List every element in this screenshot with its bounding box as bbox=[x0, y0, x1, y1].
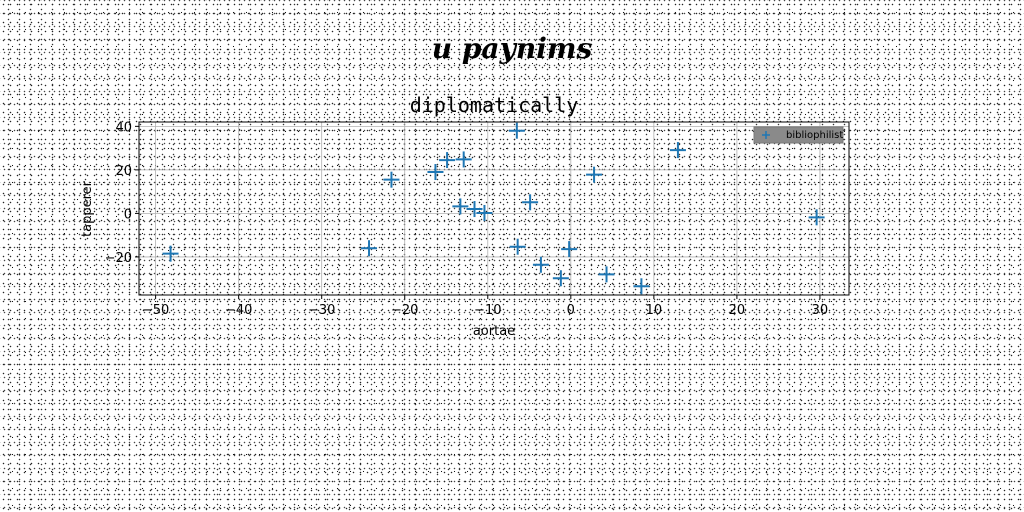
scatter-point bbox=[427, 164, 444, 181]
x-tick-label: 30 bbox=[812, 303, 829, 318]
scatter-point bbox=[361, 240, 378, 257]
y-tick-label: −20 bbox=[105, 251, 132, 266]
legend: bibliophilist bbox=[753, 126, 844, 144]
x-tick-label: −50 bbox=[142, 303, 169, 318]
plot-frame bbox=[138, 121, 850, 296]
x-tick-label: −10 bbox=[474, 303, 501, 318]
x-tick-label: −20 bbox=[391, 303, 418, 318]
x-axis-label: aortae bbox=[473, 324, 515, 339]
chart-title: diplomatically bbox=[410, 93, 579, 117]
x-tick-label: 0 bbox=[567, 303, 575, 318]
scatter-point bbox=[669, 142, 686, 159]
scatter-point bbox=[162, 245, 179, 262]
y-tick-label: 20 bbox=[115, 164, 132, 179]
scatter-point bbox=[633, 278, 650, 295]
y-axis-ticks: −20 0 20 40 bbox=[105, 120, 139, 266]
x-tick-label: 20 bbox=[729, 303, 746, 318]
legend-box bbox=[753, 126, 844, 144]
data-points bbox=[162, 122, 825, 295]
scatter-point bbox=[532, 256, 549, 273]
scatter-point bbox=[476, 204, 493, 221]
scatter-point bbox=[452, 198, 469, 215]
scatter-point bbox=[522, 194, 539, 211]
scatter-point bbox=[508, 122, 525, 139]
scatter-point bbox=[808, 209, 825, 226]
scatter-point bbox=[439, 152, 456, 169]
figure-suptitle: u paynims bbox=[431, 32, 593, 65]
scatter-point bbox=[552, 270, 569, 287]
scatter-point bbox=[586, 166, 603, 183]
plot-area bbox=[139, 122, 849, 295]
legend-marker bbox=[762, 131, 770, 139]
x-axis-ticks: −50 −40 −30 −20 −10 0 10 20 30 bbox=[142, 295, 828, 318]
scatter-point bbox=[561, 241, 578, 258]
x-tick-label: −30 bbox=[308, 303, 335, 318]
scatter-point bbox=[509, 238, 526, 255]
grid-lines bbox=[139, 122, 849, 295]
x-tick-label: 10 bbox=[646, 303, 663, 318]
y-tick-label: 0 bbox=[124, 207, 132, 222]
scatter-point bbox=[455, 151, 472, 168]
x-tick-label: −40 bbox=[225, 303, 252, 318]
scatter-point bbox=[383, 171, 400, 188]
legend-label: bibliophilist bbox=[786, 130, 843, 141]
y-tick-label: 40 bbox=[115, 120, 132, 135]
y-axis-label: tapperer bbox=[80, 180, 95, 237]
scatter-point bbox=[466, 201, 483, 218]
scatter-point bbox=[598, 266, 615, 283]
